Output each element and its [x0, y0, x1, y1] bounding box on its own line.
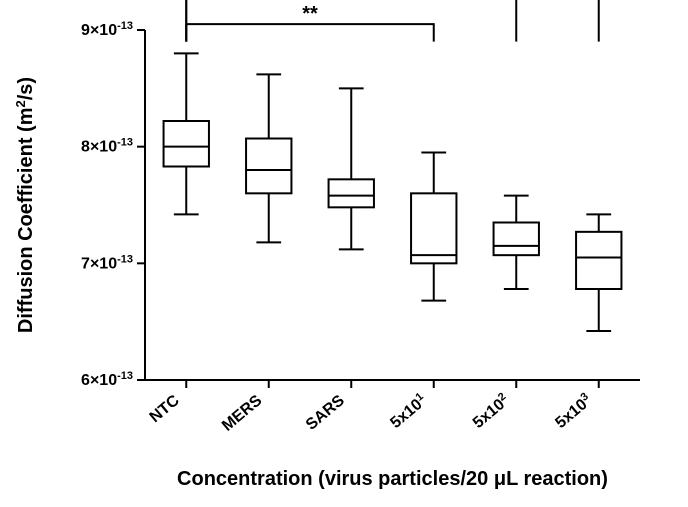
- significance-bracket: [186, 24, 434, 42]
- y-tick-label: 7×10-13: [81, 253, 133, 272]
- x-tick-label: NTC: [147, 392, 183, 426]
- box: [494, 223, 539, 256]
- x-tick-label: 5x103: [551, 391, 595, 432]
- x-tick-label: 5x102: [469, 391, 513, 432]
- box: [576, 232, 621, 289]
- significance-stars: **: [302, 3, 318, 25]
- x-axis-label: Concentration (virus particles/20 μL rea…: [177, 468, 608, 490]
- significance-bracket: [186, 0, 599, 42]
- y-tick-label: 8×10-13: [81, 137, 133, 156]
- box: [246, 139, 291, 194]
- x-tick-label: 5x101: [386, 391, 430, 432]
- diffusion-boxplot-chart: 6×10-13 7×10-13 8×10-13 9×10-13 Diffusion Co…: [0, 0, 688, 507]
- x-tick-label: MERS: [219, 392, 266, 435]
- significance-bracket: [186, 0, 516, 42]
- box: [164, 121, 209, 167]
- y-tick-label: 6×10-13: [81, 370, 133, 389]
- y-axis-label: Diffusion Coefficient (m2/s): [13, 77, 38, 333]
- x-tick-label: SARS: [303, 392, 348, 434]
- box: [411, 193, 456, 263]
- y-tick-label: 9×10-13: [81, 20, 133, 39]
- box: [329, 179, 374, 207]
